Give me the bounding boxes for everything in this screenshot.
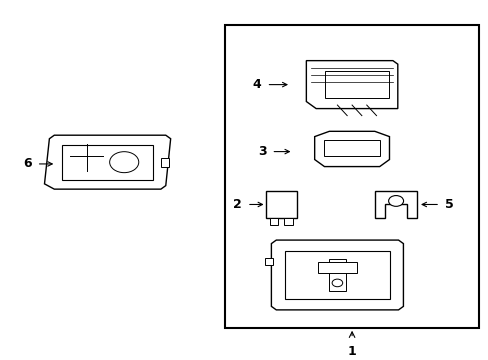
Text: 5: 5 (444, 198, 453, 211)
Polygon shape (44, 135, 170, 189)
Text: 3: 3 (257, 145, 266, 158)
Bar (328, 259, 346, 291)
Text: 1: 1 (347, 346, 356, 359)
Bar (62, 145, 153, 180)
Bar (269, 218, 277, 225)
Bar (224, 25, 478, 328)
Circle shape (388, 195, 403, 206)
Bar (317, 262, 356, 273)
Text: 2: 2 (233, 198, 242, 211)
Bar (284, 251, 389, 300)
Text: 4: 4 (252, 78, 261, 91)
Polygon shape (375, 191, 416, 218)
Text: 6: 6 (23, 157, 32, 170)
Bar (264, 257, 272, 265)
Bar (325, 71, 388, 98)
Bar (284, 218, 292, 225)
Bar (161, 158, 169, 167)
Polygon shape (271, 240, 403, 310)
Polygon shape (314, 131, 388, 167)
Polygon shape (305, 60, 397, 109)
Circle shape (331, 279, 342, 287)
Bar (265, 191, 296, 218)
Circle shape (109, 152, 139, 173)
